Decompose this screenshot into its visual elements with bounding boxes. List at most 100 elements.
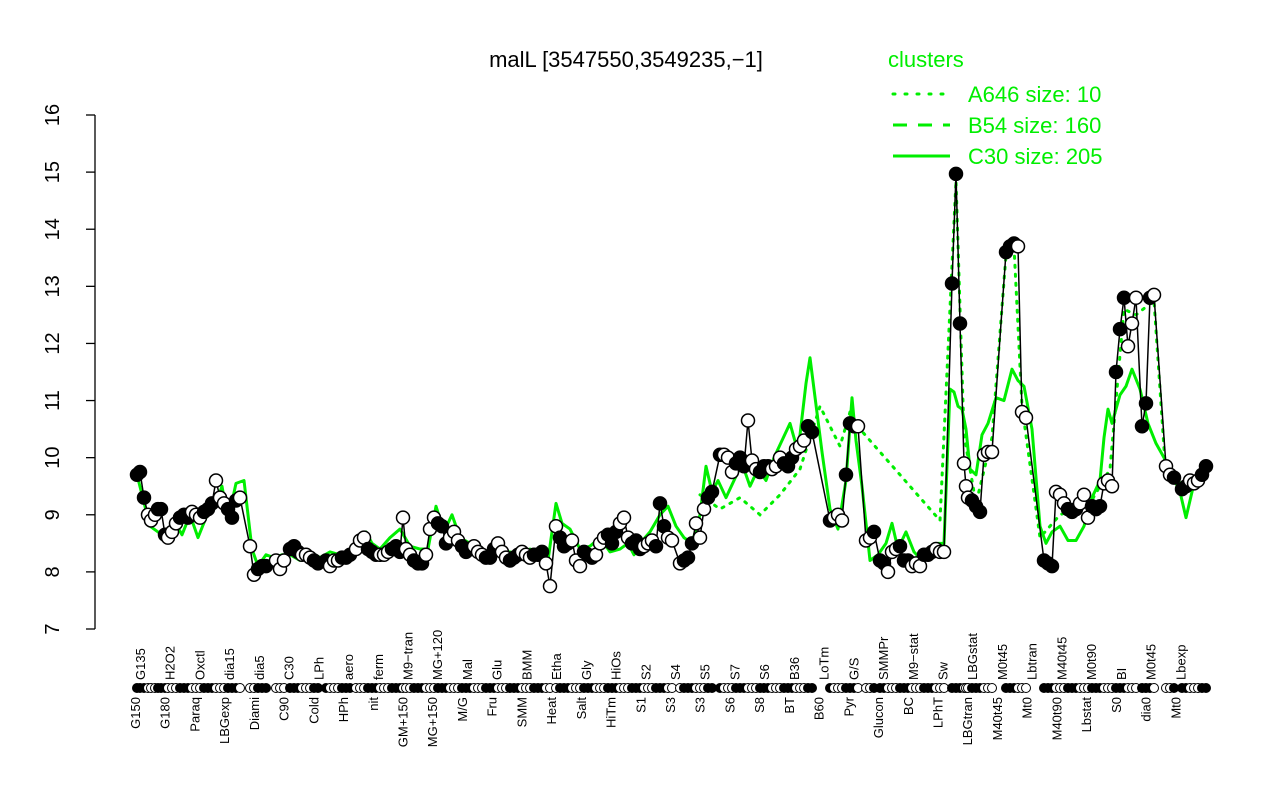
data-point: [1076, 487, 1092, 503]
rug-marker: [807, 683, 817, 693]
x-tick-label-bottom: Fru: [485, 697, 500, 717]
y-tick-label: 8: [42, 566, 64, 577]
x-tick-label-top: M40t45: [1054, 637, 1069, 680]
x-tick-label-bottom: SMM: [514, 697, 529, 727]
x-tick-label-bottom: Heat: [544, 697, 559, 725]
x-tick-label-top: C30: [282, 656, 297, 680]
x-tick-label-bottom: LBGexp: [217, 697, 232, 744]
x-axis-rug: [132, 683, 1211, 693]
data-point: [153, 501, 169, 517]
x-tick-label-bottom: S3: [693, 697, 708, 713]
y-tick-label: 13: [42, 275, 64, 297]
x-tick-label-bottom: HiTm: [604, 697, 619, 728]
x-tick-label-top: aero: [341, 654, 356, 680]
x-tick-label-bottom: LPhT: [931, 697, 946, 728]
y-tick-label: 10: [42, 447, 64, 469]
data-points: [129, 166, 1214, 594]
data-point: [1112, 321, 1128, 337]
data-point: [1108, 364, 1124, 380]
x-tick-label-bottom: S3: [663, 697, 678, 713]
x-tick-label-top: M9−tran: [401, 632, 416, 680]
x-tick-label-top: dia5: [252, 655, 267, 680]
legend: clusters A646 size: 10 B54 size: 160 C30…: [888, 47, 1103, 169]
data-point: [572, 558, 588, 574]
data-point: [948, 166, 964, 182]
x-tick-label-bottom: BT: [782, 697, 797, 714]
data-point: [664, 533, 680, 548]
y-tick-label: 11: [42, 390, 64, 411]
x-tick-label-bottom: LBGtran: [960, 697, 975, 745]
data-point: [1134, 419, 1150, 434]
x-tick-label-bottom: Lbstat: [1079, 697, 1094, 733]
x-tick-label-bottom: BC: [901, 697, 916, 715]
data-point: [395, 510, 411, 525]
x-tick-label-top: S6: [757, 664, 772, 680]
data-point: [418, 547, 434, 563]
data-point: [542, 578, 558, 594]
x-tick-label-top: S2: [638, 664, 653, 680]
data-point: [1010, 239, 1026, 254]
x-tick-label-bottom: G180: [158, 697, 173, 729]
x-tick-label-top: LPh: [311, 657, 326, 680]
x-tick-label-top: H2O2: [163, 646, 178, 680]
x-tick-label-top: Lbexp: [1173, 645, 1188, 680]
data-point: [136, 490, 152, 505]
x-tick-label-top: Gly: [579, 660, 594, 680]
x-tick-label-bottom: dia0: [1139, 697, 1154, 722]
data-point: [866, 524, 882, 540]
x-tick-label-bottom: Salt: [574, 697, 589, 720]
rug-marker: [261, 683, 271, 693]
data-point: [1166, 470, 1182, 485]
data-point: [232, 490, 248, 505]
x-tick-label-bottom: Cold: [306, 697, 321, 724]
rug-marker: [235, 683, 245, 693]
y-tick-label: 15: [42, 161, 64, 183]
data-point: [538, 556, 554, 571]
x-tick-label-bottom: GM+150: [396, 697, 411, 747]
legend-entry-b54: B54 size: 160: [968, 113, 1101, 138]
x-tick-label-top: Oxctl: [192, 650, 207, 680]
rug-marker: [1149, 683, 1159, 693]
x-tick-label-top: Glu: [490, 660, 505, 680]
x-tick-label-top: M0t45: [1144, 644, 1159, 680]
x-tick-label-top: S5: [698, 664, 713, 680]
x-tick-label-bottom: S6: [722, 697, 737, 713]
data-point: [1128, 290, 1144, 306]
data-point: [952, 316, 968, 331]
x-tick-label-top: LBGstat: [965, 633, 980, 680]
data-point: [564, 533, 580, 548]
x-tick-label-bottom: S1: [633, 697, 648, 713]
x-tick-label-top: Lbtran: [1025, 643, 1040, 680]
data-point: [242, 538, 258, 554]
data-point: [652, 496, 668, 511]
x-tick-label-top: S7: [727, 664, 742, 680]
x-tick-label-bottom: Mt0: [1020, 697, 1035, 719]
x-tick-label-bottom: Glucon: [871, 697, 886, 738]
x-tick-label-bottom: M40t90: [1049, 697, 1064, 740]
x-tick-label-bottom: C90: [277, 697, 292, 721]
x-tick-label-bottom: M/G: [455, 697, 470, 722]
y-tick-label: 14: [42, 218, 64, 240]
data-point: [132, 464, 148, 480]
x-tick-label-top: Mal: [460, 659, 475, 680]
x-tick-label-top: MG+120: [430, 630, 445, 680]
x-tick-label-top: B36: [787, 657, 802, 680]
data-point: [688, 516, 704, 531]
x-tick-label-top: dia15: [222, 648, 237, 680]
data-point: [434, 518, 450, 534]
rug-marker: [1021, 683, 1031, 693]
data-point: [1092, 498, 1108, 514]
x-tick-label-top: ferm: [371, 654, 386, 680]
data-point: [838, 467, 854, 483]
cluster-a646-line: [698, 180, 1208, 542]
x-tick-label-bottom: HPh: [336, 697, 351, 722]
data-point: [944, 276, 960, 291]
data-point: [804, 424, 820, 440]
x-tick-label-top: HiOs: [609, 651, 624, 680]
data-point: [616, 510, 632, 525]
data-point: [972, 504, 988, 520]
x-tick-label-top: M0t90: [1084, 644, 1099, 680]
y-tick-label: 16: [42, 104, 64, 126]
data-point: [1146, 287, 1162, 303]
